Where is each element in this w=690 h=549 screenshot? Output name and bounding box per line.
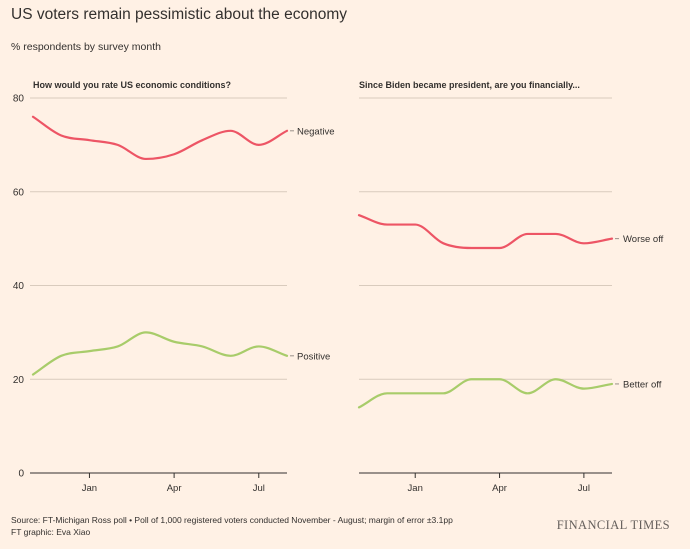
x-tick-label: Jul [578, 483, 590, 494]
y-tick-label: 80 [13, 94, 25, 105]
y-tick-label: 60 [13, 187, 25, 198]
series-label-better-off: Better off [623, 379, 662, 390]
series-line-better-off [357, 378, 614, 409]
x-tick-label: Jul [253, 483, 265, 494]
series-label-negative: Negative [297, 126, 335, 137]
series-line-worse-off [357, 214, 614, 250]
chart-title: US voters remain pessimistic about the e… [11, 6, 347, 23]
series-line-negative [31, 115, 289, 161]
series-line-positive [31, 331, 289, 376]
panel-title-1: How would you rate US economic condition… [33, 80, 231, 90]
y-tick-label: 0 [18, 469, 24, 480]
x-tick-label: Jan [408, 483, 423, 494]
charts-container: How would you rate US economic condition… [13, 80, 664, 494]
chart-subtitle: % respondents by survey month [11, 41, 161, 53]
y-tick-label: 20 [13, 375, 25, 386]
x-tick-label: Apr [492, 483, 507, 494]
panel-title-2: Since Biden became president, are you fi… [359, 80, 580, 90]
source-note: Source: FT-Michigan Ross poll • Poll of … [11, 515, 453, 525]
graphic-credit: FT graphic: Eva Xiao [11, 527, 91, 537]
series-label-positive: Positive [297, 351, 330, 362]
ft-logo: FINANCIAL TIMES [556, 518, 670, 532]
series-label-worse-off: Worse off [623, 234, 664, 245]
y-tick-label: 40 [13, 281, 25, 292]
x-tick-label: Jan [82, 483, 97, 494]
x-tick-label: Apr [167, 483, 182, 494]
